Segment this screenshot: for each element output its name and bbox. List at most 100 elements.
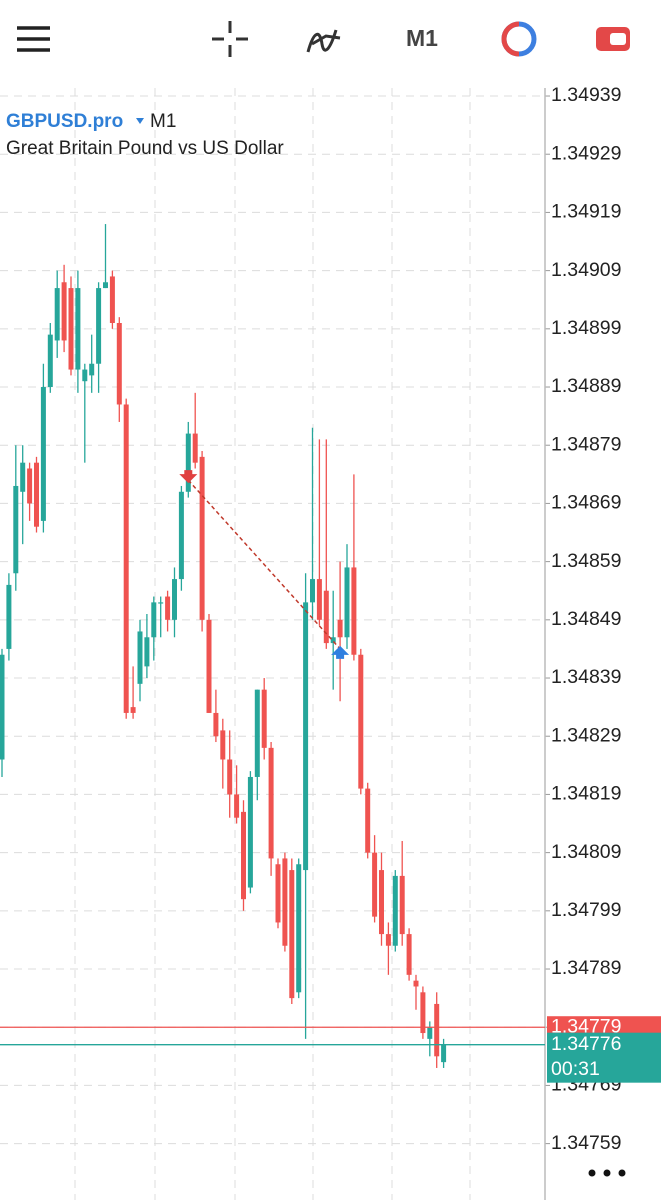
candle-body [172, 579, 177, 620]
y-tick-label: 1.34829 [551, 724, 622, 746]
symbol-description: Great Britain Pound vs US Dollar [6, 138, 284, 159]
y-tick-label: 1.34939 [551, 84, 622, 106]
y-tick-label: 1.34909 [551, 259, 622, 281]
candle-body [6, 584, 12, 649]
y-tick-label: 1.34899 [551, 317, 622, 339]
candle-body [192, 433, 198, 463]
trade-button[interactable] [501, 21, 537, 57]
candle-body [413, 980, 419, 987]
menu-button[interactable] [17, 26, 50, 52]
candle-body [123, 404, 129, 713]
candle-body [399, 875, 405, 935]
candle-body [441, 1044, 447, 1063]
candle-body [137, 631, 143, 684]
y-tick-label: 1.34919 [551, 201, 622, 223]
chart-timeframe: M1 [150, 111, 176, 132]
candle-body [178, 491, 184, 580]
candle-body [365, 788, 371, 853]
chart: 1.34939 1.34929 1.34919 1.34909 1.34899 1.348… [0, 84, 661, 1200]
y-tick-label: 1.34859 [551, 550, 622, 572]
trade-line [187, 479, 341, 650]
timeframe-button[interactable]: M1 [406, 25, 438, 51]
candle-body [254, 689, 260, 777]
candle-body [82, 369, 88, 382]
y-tick-label: 1.34849 [551, 608, 622, 630]
candle-body [261, 689, 267, 748]
candle-body [220, 730, 226, 760]
candle-body [289, 870, 295, 999]
candle-body [275, 864, 281, 923]
candle-body [185, 433, 191, 492]
more-button[interactable] [588, 1169, 626, 1177]
candle-body [420, 992, 426, 1034]
y-tick-label: 1.34799 [551, 899, 622, 921]
candle-body [213, 712, 219, 737]
candle-body [0, 654, 5, 760]
sell-arrow [179, 470, 198, 484]
candle-body [54, 288, 60, 341]
candle-body [27, 468, 33, 504]
candle-body [75, 288, 81, 370]
candle-body [296, 864, 302, 993]
ask-label: 1.34779 [551, 1015, 622, 1037]
toggle-button[interactable] [596, 27, 630, 51]
candle-body [199, 456, 205, 620]
crosshair-button[interactable] [212, 21, 248, 57]
candle-body [337, 619, 343, 638]
symbol-dropdown[interactable] [136, 118, 144, 124]
y-tick-label: 1.34759 [551, 1132, 622, 1154]
candle-body [241, 811, 246, 900]
candle-body [234, 794, 240, 818]
candle-body [20, 462, 26, 492]
y-tick-label: 1.34879 [551, 433, 622, 455]
candle-body [165, 596, 171, 620]
y-tick-label: 1.34929 [551, 142, 622, 164]
candle-body [303, 602, 309, 871]
candle-body [151, 602, 157, 638]
candle-body [144, 637, 150, 667]
indicators-button[interactable] [306, 29, 341, 53]
candle-body [392, 875, 398, 946]
bid-label: 1.34776 [551, 1033, 622, 1055]
candle-body [406, 934, 412, 975]
toolbar: M1 [0, 0, 661, 88]
candle-body [330, 637, 336, 644]
candle-body [109, 276, 115, 323]
candle-body [34, 462, 39, 527]
candle-body [116, 323, 122, 405]
candle-body [61, 282, 67, 341]
candle-body [268, 747, 274, 859]
candle-body [130, 707, 136, 713]
y-tick-label: 1.34839 [551, 666, 622, 688]
y-tick-label: 1.34789 [551, 957, 622, 979]
candle-body [47, 334, 53, 388]
candle-body [372, 852, 378, 917]
candle-body [323, 590, 329, 644]
bar-timer: 00:31 [551, 1058, 600, 1080]
candle-body [96, 288, 102, 364]
candle-body [282, 858, 288, 946]
candle-body [344, 567, 350, 638]
candle-body [158, 602, 164, 604]
candle-body [316, 579, 322, 620]
symbol[interactable]: GBPUSD.pro [6, 111, 123, 132]
candle-body [68, 288, 74, 370]
y-tick-label: 1.34809 [551, 841, 622, 863]
chart-header: GBPUSD.pro M1 Great Britain Pound vs US … [6, 111, 284, 159]
candle-body [247, 776, 253, 888]
y-tick-label: 1.34869 [551, 492, 622, 514]
candle-body [434, 1003, 440, 1057]
candle-body [40, 387, 46, 521]
candle-body [358, 654, 364, 789]
candle-body [227, 759, 233, 795]
candle-body [351, 567, 357, 655]
candle-body [13, 485, 19, 574]
candle-body [206, 619, 212, 713]
y-tick-label: 1.34819 [551, 783, 622, 805]
candle-body [427, 1027, 433, 1039]
candle-body [379, 870, 384, 935]
candle-body [89, 363, 95, 376]
candle-body [385, 934, 391, 946]
y-tick-label: 1.34889 [551, 375, 622, 397]
